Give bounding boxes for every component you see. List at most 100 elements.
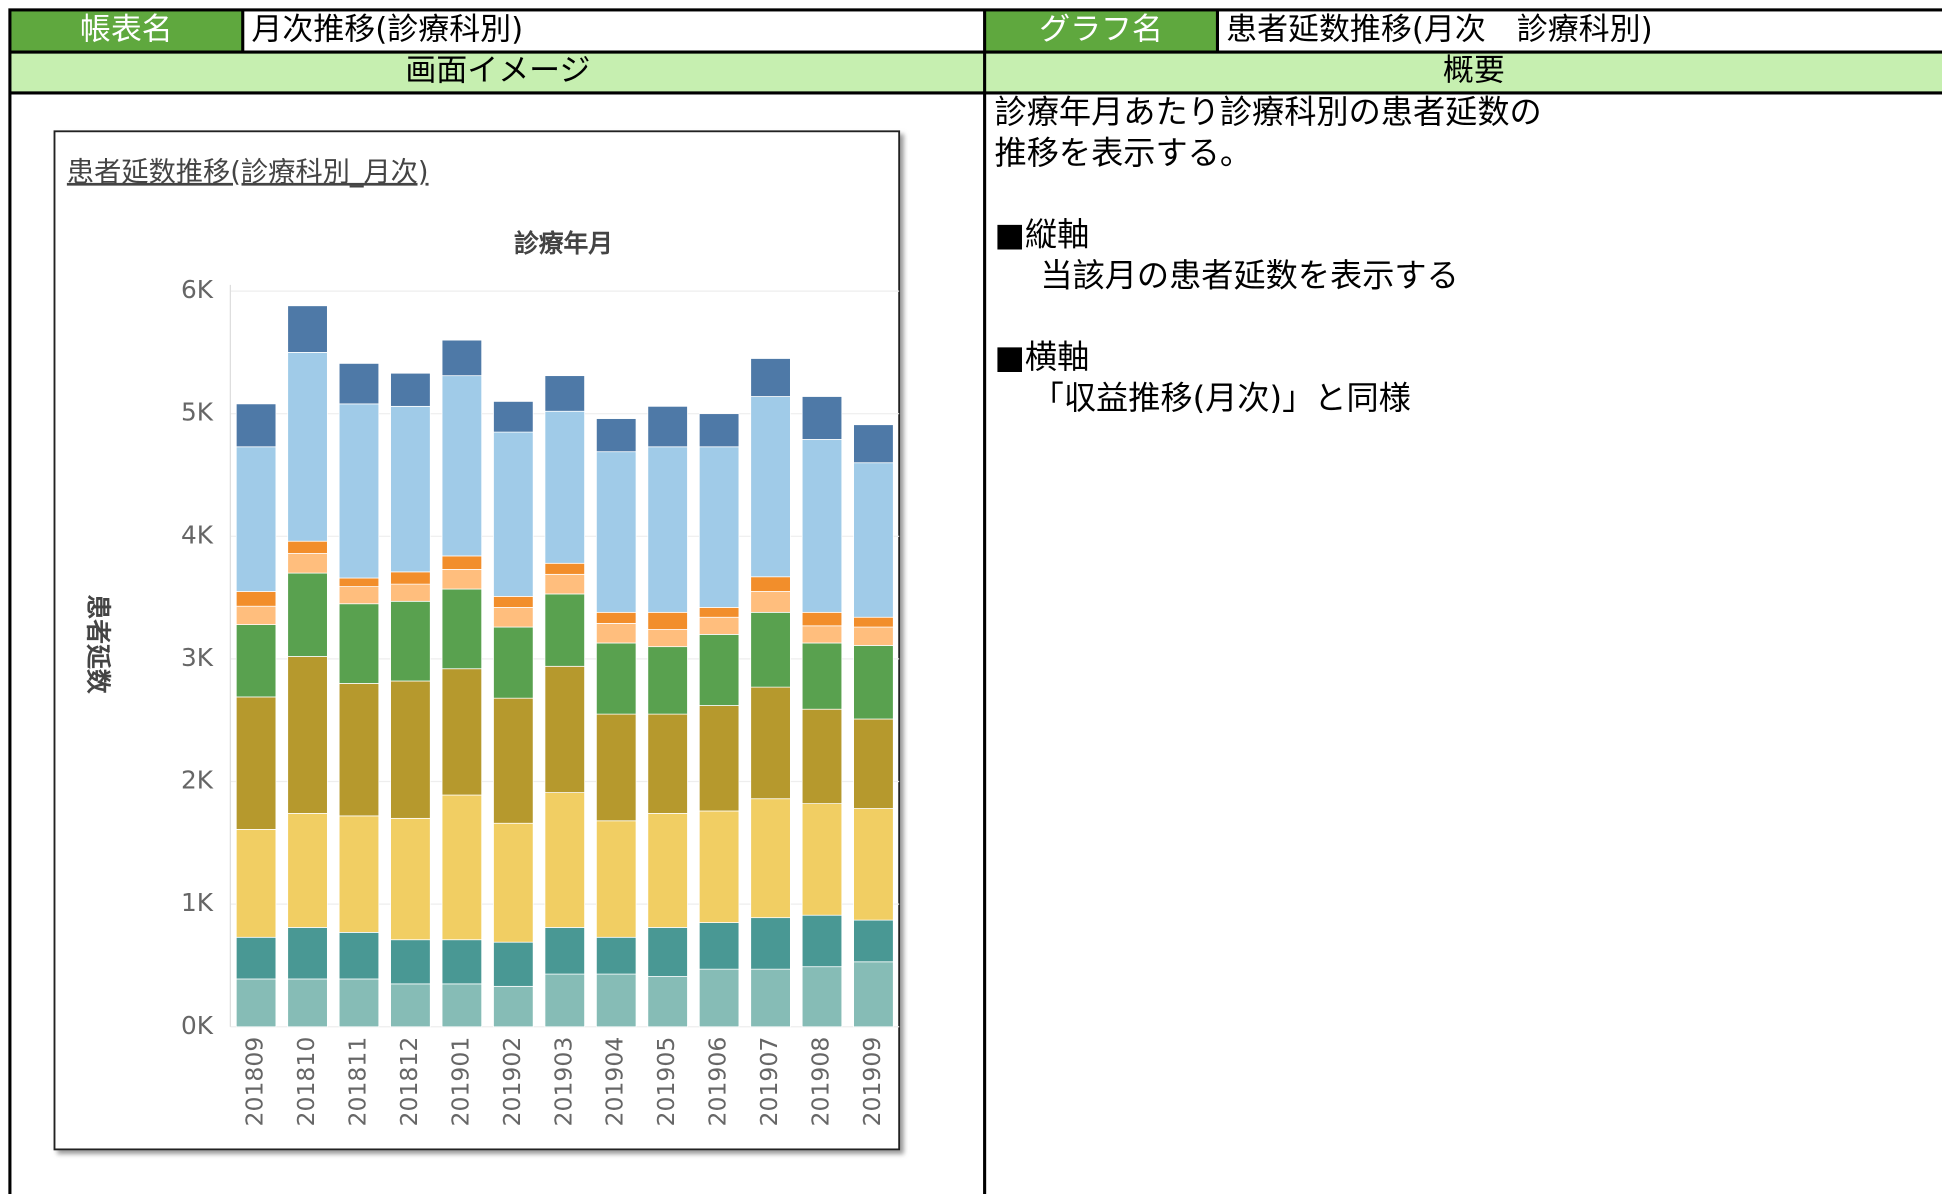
plot: 0K 1K 2K 3K 4K 5K 6K 201809 201810 201811 201812 20…: [181, 275, 900, 1127]
bar-segment: [235, 936, 277, 980]
bar-segment: [544, 973, 585, 1028]
bar-segment: [750, 686, 791, 800]
y-tick-label: 1K: [181, 888, 214, 917]
bar-segment: [750, 798, 791, 919]
bar-segment: [853, 808, 894, 921]
bar-segment: [853, 718, 894, 809]
bar-segment: [750, 591, 791, 613]
bar-segment: [801, 966, 843, 1028]
bar-segment: [698, 607, 740, 618]
bar-segment: [235, 605, 277, 625]
value: 患者延数推移(月次 診療科別): [1226, 11, 1653, 47]
bar-segment: [647, 813, 688, 928]
bar-segment: [287, 553, 328, 574]
x-tick-label: 201908: [806, 1037, 834, 1127]
bar-segment: [750, 396, 791, 578]
y-tick-label: 2K: [181, 766, 214, 795]
bar-segment: [853, 961, 894, 1028]
bar-segment: [287, 927, 328, 980]
bar-segment: [801, 439, 843, 613]
header-cell: [9, 9, 243, 53]
bar-segment: [698, 446, 740, 608]
x-tick-label: 201905: [652, 1037, 680, 1127]
x-tick-label: 201812: [395, 1037, 423, 1127]
bar-segment: [441, 794, 483, 941]
x-tick-label: 201907: [755, 1037, 783, 1127]
bar-segment: [596, 642, 637, 715]
bar-segment: [287, 813, 328, 928]
bar-segment: [390, 939, 431, 985]
bar-segment: [698, 810, 740, 923]
x-tick-label: 201909: [858, 1037, 886, 1127]
description: 診療年月あたり診療科別の患者延数の: [995, 93, 1542, 131]
bar-segment: [338, 363, 380, 405]
bar-segment: [596, 611, 637, 624]
bar-segment: [596, 820, 637, 938]
bar-segment: [390, 680, 431, 819]
bar-segment: [698, 922, 740, 970]
x-axis-title: 診療年月: [514, 229, 613, 258]
bar-segment: [647, 927, 688, 977]
section-row: [9, 52, 1942, 93]
bar-segment: [441, 939, 483, 985]
bar-segment: [235, 696, 277, 830]
bar-segment: [287, 572, 328, 657]
section-title: 画面イメージ: [405, 52, 590, 88]
bar-segment: [235, 591, 277, 607]
bar-segment: [338, 683, 380, 817]
x-tick-label: 201903: [549, 1037, 577, 1127]
bar-segment: [801, 708, 843, 804]
bar-segment: [647, 976, 688, 1028]
bar-segment: [647, 646, 688, 715]
bar-segment: [647, 446, 688, 613]
bar-segment: [801, 625, 843, 644]
bar-segment: [750, 917, 791, 970]
bar-segment: [596, 936, 637, 975]
description: 当該月の患者延数を表示する: [1040, 256, 1458, 294]
bar-segment: [390, 583, 431, 602]
bar-segment: [493, 626, 534, 699]
bar-segment: [287, 540, 328, 554]
bar-segment: [544, 410, 585, 564]
bar-segment: [596, 713, 637, 822]
bar-segment: [338, 978, 380, 1028]
chart-title: 患者延数推移(診療科別_月次): [67, 157, 429, 188]
bar-segment: [544, 792, 585, 928]
bar-segment: [441, 569, 483, 590]
bar-segment: [235, 446, 277, 592]
description: 推移を表示する。: [995, 134, 1252, 172]
bar-segment: [698, 705, 740, 812]
bar-segment: [647, 405, 688, 448]
bar-segment: [853, 645, 894, 720]
description: ■縦軸: [995, 216, 1090, 254]
bar-segment: [493, 941, 534, 987]
bar-segment: [801, 803, 843, 916]
bar-segment: [338, 932, 380, 980]
bar-segment: [544, 375, 585, 412]
bar-segment: [853, 424, 894, 464]
bar-segment: [390, 817, 431, 941]
bar-segment: [493, 401, 534, 433]
bar-segment: [287, 656, 328, 814]
bar-segment: [441, 375, 483, 557]
section-title: 概要: [1443, 52, 1505, 88]
header-cell: [984, 9, 1218, 53]
bar-segment: [544, 562, 585, 575]
bar-segment: [596, 418, 637, 453]
value: 月次推移(診療科別): [251, 11, 523, 47]
bar-segment: [596, 451, 637, 613]
description: ■横軸: [995, 338, 1090, 376]
table-borders: [8, 8, 1942, 1198]
bar-segment: [853, 919, 894, 963]
y-tick-label: 0K: [181, 1011, 214, 1040]
bar-segment: [493, 697, 534, 824]
bar-segment: [544, 665, 585, 793]
bar-segment: [493, 822, 534, 943]
bar-segment: [338, 603, 380, 684]
x-tick-label: 201809: [241, 1037, 269, 1127]
bar-segment: [853, 462, 894, 618]
description: 「収益推移(月次)」と同様: [1032, 379, 1411, 417]
x-tick-label: 201906: [704, 1037, 732, 1127]
bar-segment: [441, 983, 483, 1028]
